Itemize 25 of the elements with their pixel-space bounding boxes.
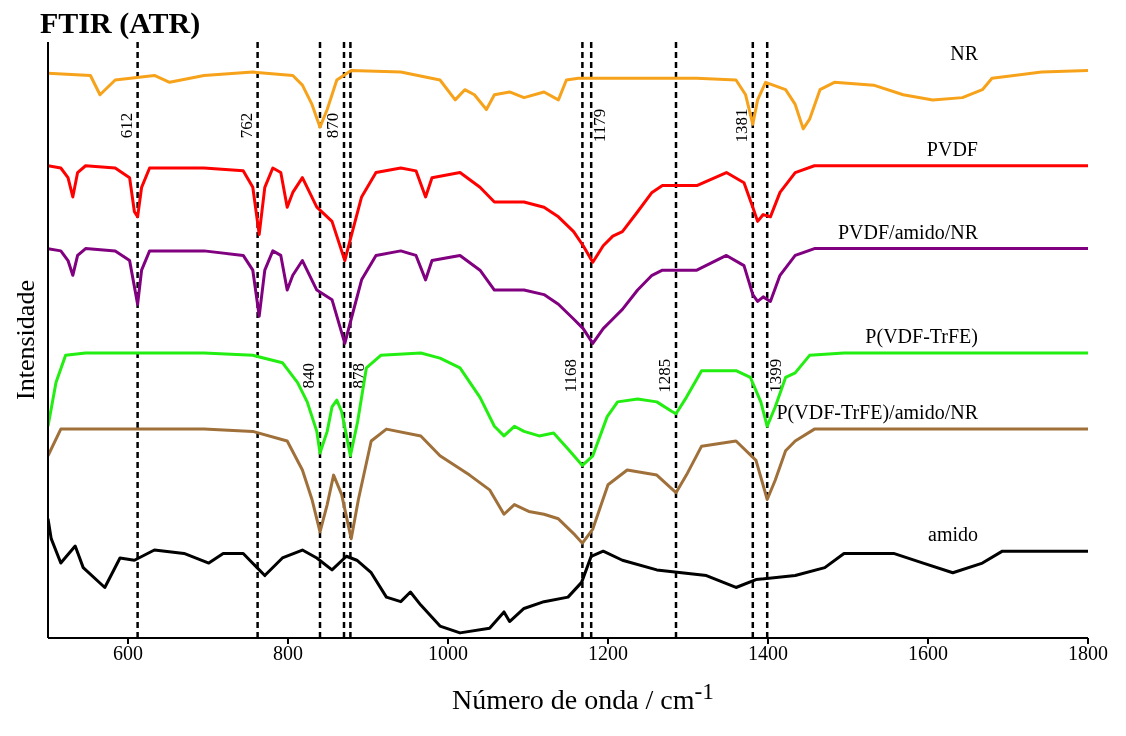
- x-tick-label: 1200: [588, 642, 628, 665]
- x-tick-label: 600: [113, 642, 143, 665]
- series-label: PVDF/amido/NR: [837, 220, 979, 243]
- ref-line-label: 870: [322, 112, 342, 139]
- x-tick-label: 1800: [1068, 642, 1108, 665]
- ref-line-label: 762: [236, 112, 256, 139]
- series-label: amido: [928, 523, 978, 546]
- ref-line-label: 1168: [561, 359, 581, 393]
- x-tick-label: 1600: [908, 642, 948, 665]
- ref-line-label: 1399: [766, 358, 786, 393]
- ref-line-label: 1381: [731, 108, 751, 143]
- series-label: P(VDF-TrFE)/amido/NR: [776, 401, 979, 425]
- series-label: P(VDF-TrFE): [865, 325, 978, 349]
- ref-line-label: 840: [298, 363, 318, 389]
- series-label: NR: [950, 42, 979, 65]
- x-tick-label: 1400: [748, 642, 788, 665]
- chart-title: FTIR (ATR): [40, 6, 202, 39]
- y-axis-title: Intensidade: [11, 280, 41, 400]
- x-tick-label: 1000: [428, 642, 468, 665]
- x-tick-label: 800: [273, 642, 303, 665]
- x-axis-title: Número de onda / cm$^{-1}$: [451, 678, 715, 717]
- ref-line-label: 612: [116, 112, 136, 139]
- ref-line-label: 1179: [590, 108, 610, 143]
- ref-line-label: 1285: [654, 358, 674, 393]
- series-label: PVDF: [926, 137, 978, 160]
